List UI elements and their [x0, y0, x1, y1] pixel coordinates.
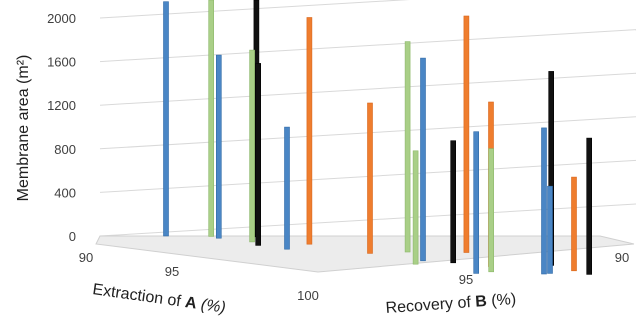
y-tick-label: 400: [54, 185, 76, 200]
bar-black: [586, 137, 593, 275]
bar-blue: [216, 54, 222, 239]
bar-orange: [306, 17, 313, 245]
bar-orange: [571, 176, 577, 272]
extraction-axis-title: Extraction of A (%): [91, 281, 226, 317]
recovery-tick-label: 95: [459, 272, 473, 287]
extraction-axis-title-var: A: [184, 294, 198, 313]
extraction-axis-title-pre: Extraction of: [91, 281, 186, 311]
extraction-tick-label: 100: [297, 288, 319, 303]
bar-orange: [367, 102, 373, 254]
gridline-1200: [99, 72, 637, 106]
bar-green: [404, 41, 411, 253]
recovery-axis-title-post: (%): [486, 291, 516, 310]
y-tick-label: 1200: [47, 98, 76, 113]
bar-blue: [547, 185, 553, 274]
tick-labels: 0 400 800 1200 1600 2000 90 95 100 95 90: [47, 11, 629, 303]
recovery-tick-label: 90: [615, 250, 629, 265]
bar-orange: [463, 15, 470, 253]
bar-blue: [473, 131, 480, 274]
bar-green: [208, 0, 214, 237]
recovery-axis-title-var: B: [475, 293, 488, 311]
y-tick-label: 800: [54, 142, 76, 157]
bar-green: [249, 49, 255, 243]
y-axis-title: Membrane area (m²): [15, 55, 32, 202]
bar-blue: [284, 126, 290, 250]
y-tick-label: 2000: [47, 11, 76, 26]
gridline-1600: [99, 29, 637, 63]
bar-green: [488, 148, 495, 273]
y-tick-label: 1600: [47, 55, 76, 70]
bar-blue: [420, 57, 426, 262]
bar-green: [412, 150, 419, 265]
bar-blue: [541, 127, 547, 275]
extraction-axis-title-post: (%): [195, 296, 226, 317]
bars: [163, 0, 593, 275]
bar-blue: [163, 1, 169, 237]
gridline-2000: [99, 0, 410, 19]
bar-black: [255, 63, 261, 246]
recovery-axis-title: Recovery of B (%): [385, 291, 517, 317]
extraction-tick-label: 95: [165, 264, 179, 279]
bar-black: [450, 140, 457, 264]
recovery-axis-title-pre: Recovery of: [385, 294, 476, 317]
extraction-tick-label: 90: [79, 250, 93, 265]
y-tick-label: 0: [69, 229, 76, 244]
